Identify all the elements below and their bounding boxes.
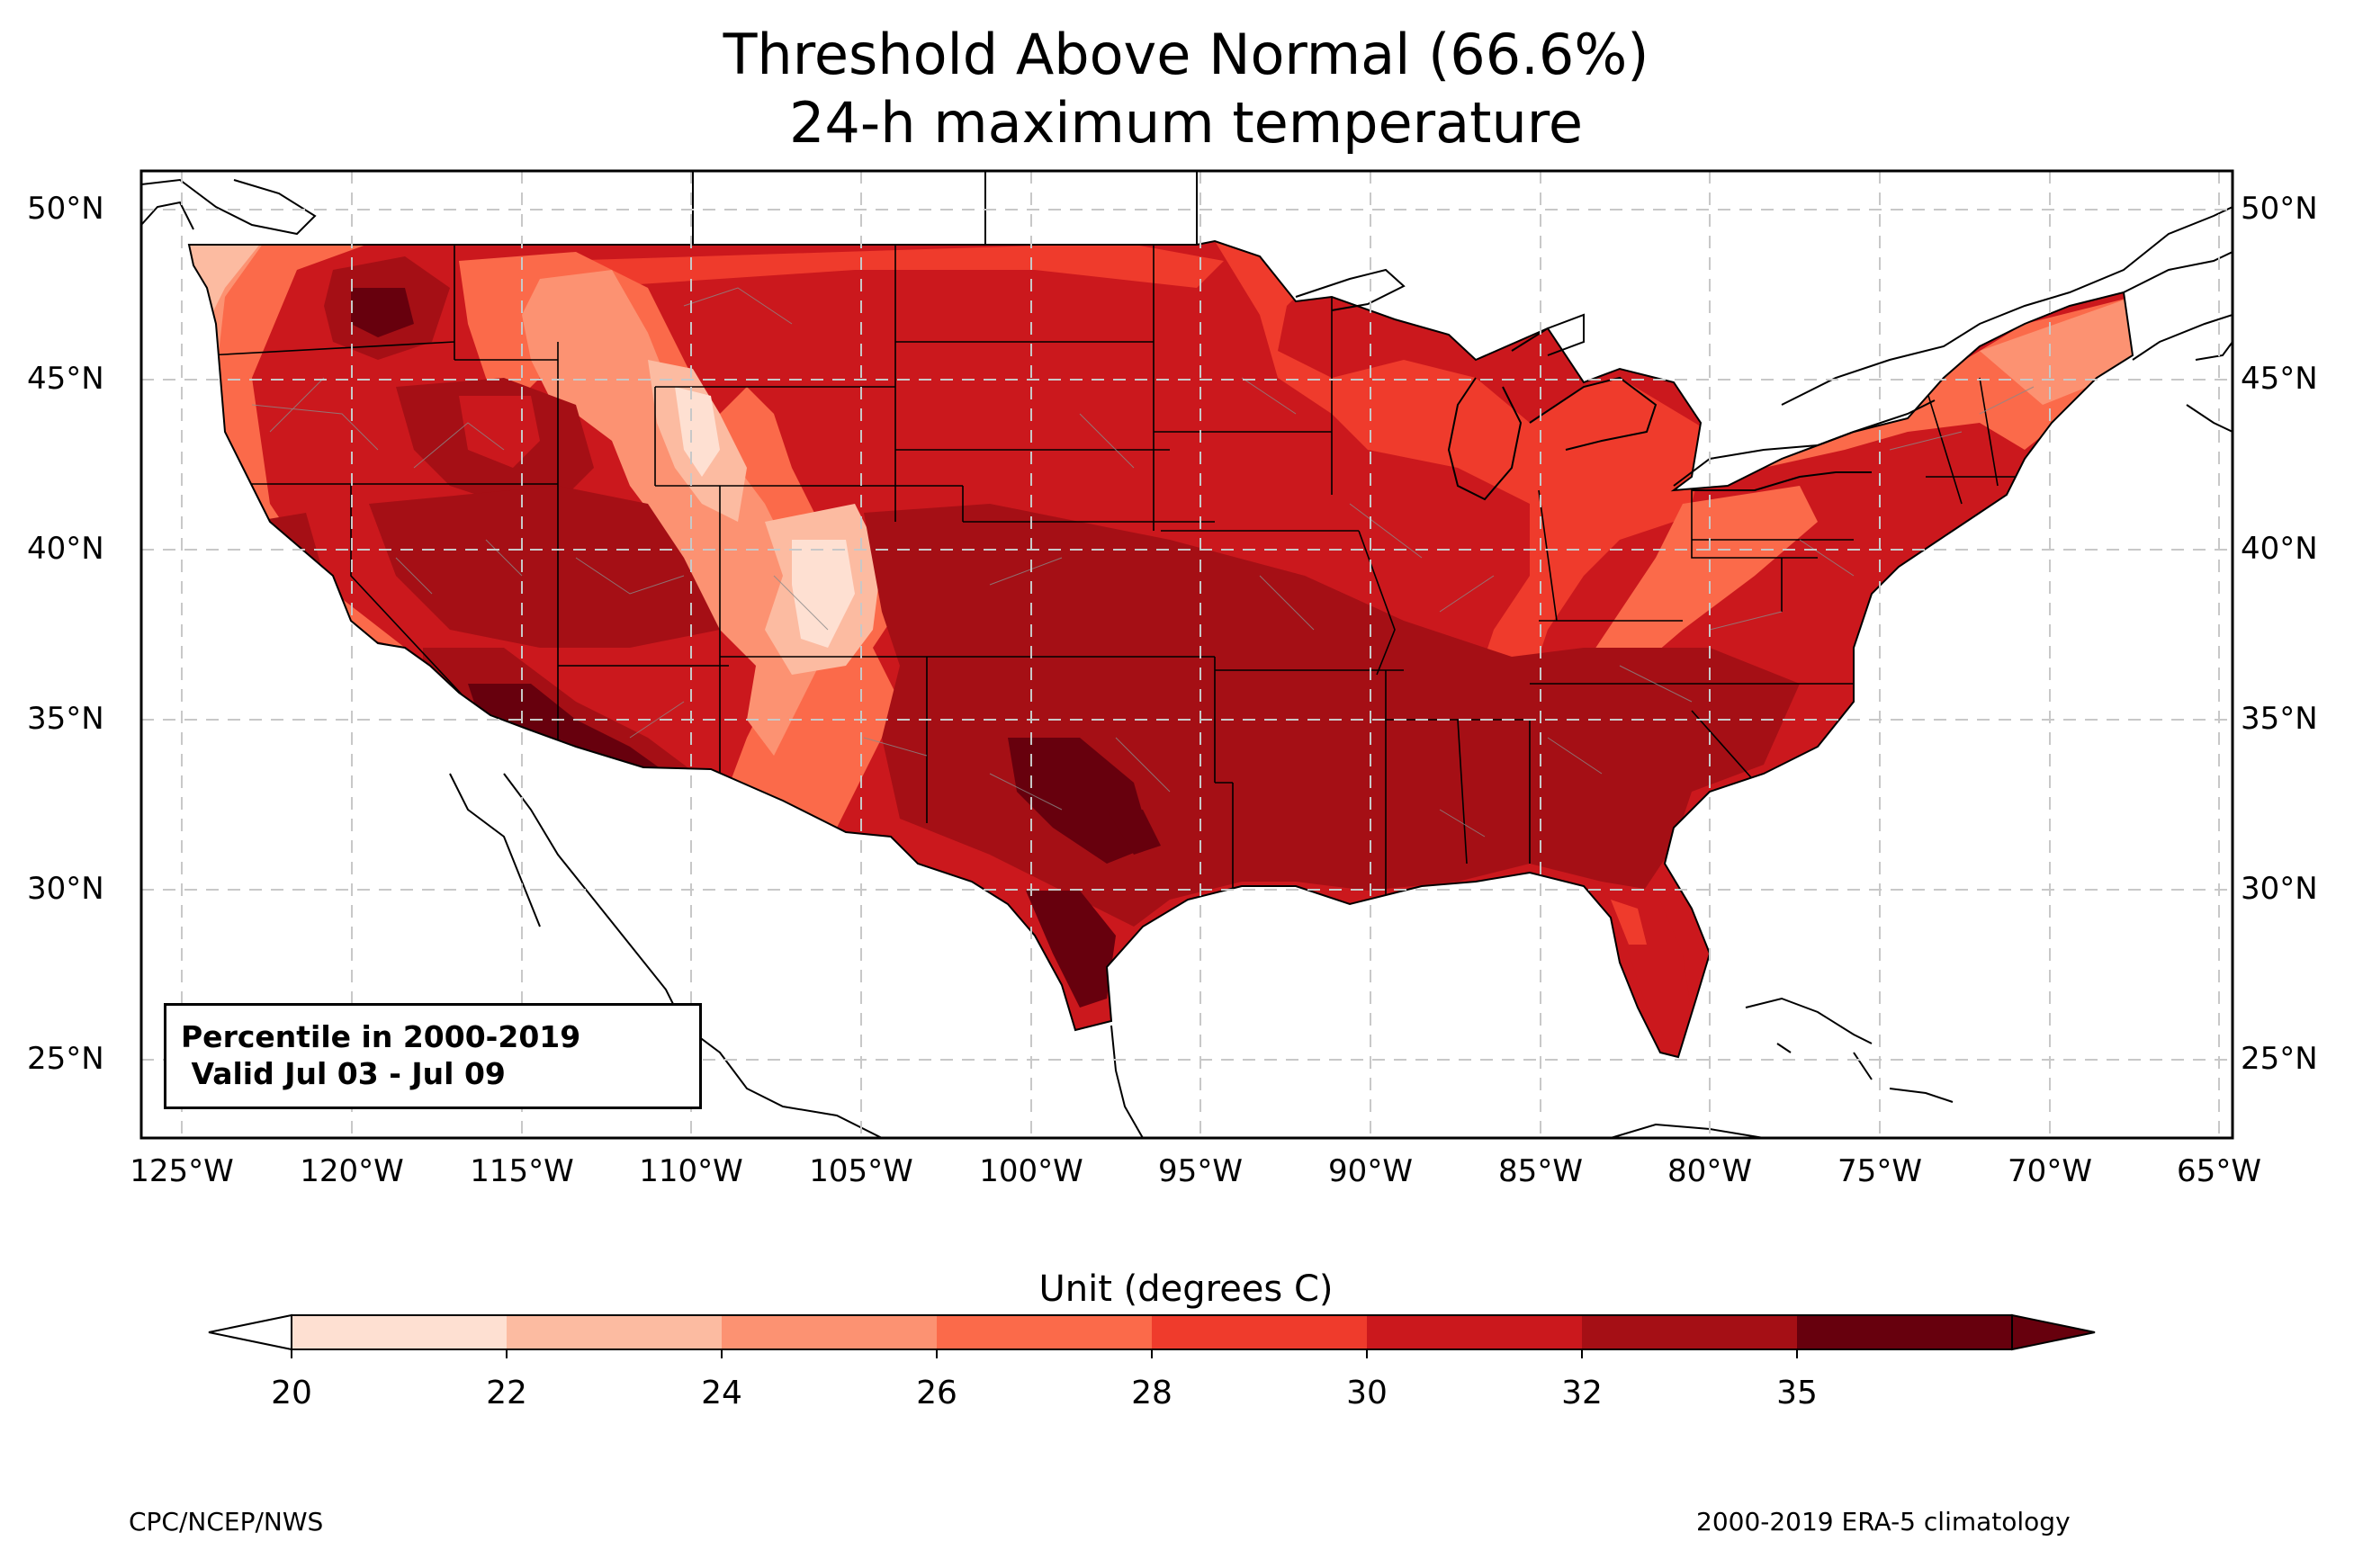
info-line-percentile: Percentile in 2000-2019 xyxy=(181,1019,581,1054)
lat-label-left: 30°N xyxy=(27,871,104,907)
lat-label-left: 50°N xyxy=(27,191,104,227)
lat-label-left: 25°N xyxy=(27,1041,104,1077)
lon-label: 80°W xyxy=(1667,1153,1752,1189)
lon-label: 90°W xyxy=(1328,1153,1413,1189)
lat-label-left: 40°N xyxy=(27,531,104,567)
colorbar-tick-label: 30 xyxy=(1346,1375,1388,1411)
lon-label: 105°W xyxy=(809,1153,913,1189)
lon-label: 70°W xyxy=(2008,1153,2092,1189)
colorbar-segment xyxy=(507,1315,723,1349)
lon-label: 125°W xyxy=(130,1153,234,1189)
colorbar-tick-label: 26 xyxy=(916,1375,957,1411)
state-boundaries xyxy=(206,243,2016,900)
colorbar-tick-label: 24 xyxy=(701,1375,742,1411)
lon-label: 120°W xyxy=(300,1153,404,1189)
lat-label-right: 30°N xyxy=(2241,871,2318,907)
climatology-note: 2000-2019 ERA-5 climatology xyxy=(1696,1507,2071,1537)
lon-label: 85°W xyxy=(1498,1153,1583,1189)
map-subtitle: 24-h maximum temperature xyxy=(788,90,1584,156)
colorbar-under-arrow xyxy=(208,1313,292,1351)
colorbar-tick-label: 28 xyxy=(1131,1375,1173,1411)
lon-label: 65°W xyxy=(2177,1153,2261,1189)
lat-label-right: 45°N xyxy=(2241,361,2318,397)
colorbar-segment xyxy=(1797,1315,2013,1349)
colorbar-segment xyxy=(937,1315,1153,1349)
source-credit: CPC/NCEP/NWS xyxy=(129,1507,324,1537)
lat-label-right: 35°N xyxy=(2241,701,2318,737)
lat-label-left: 45°N xyxy=(27,361,104,397)
map-title: Threshold Above Normal (66.6%) xyxy=(723,22,1649,87)
lat-label-right: 40°N xyxy=(2241,531,2318,567)
colorbar-over-arrow xyxy=(2011,1313,2096,1351)
lon-label: 110°W xyxy=(639,1153,743,1189)
colorbar-segment xyxy=(292,1315,508,1349)
map-frame xyxy=(139,169,2234,1140)
colorbar-segment xyxy=(1152,1315,1368,1349)
validity-info-box: Percentile in 2000-2019 Valid Jul 03 - J… xyxy=(164,1003,702,1109)
info-line-valid-dates: Valid Jul 03 - Jul 09 xyxy=(181,1056,506,1091)
county-lines xyxy=(251,287,2035,838)
lat-label-right: 25°N xyxy=(2241,1041,2318,1077)
lon-label: 75°W xyxy=(1837,1153,1922,1189)
lon-label: 115°W xyxy=(470,1153,574,1189)
colorbar-tick-label: 35 xyxy=(1776,1375,1818,1411)
colorbar-tick-label: 32 xyxy=(1561,1375,1603,1411)
colorbar-tick-label: 22 xyxy=(486,1375,527,1411)
colorbar-title: Unit (degrees C) xyxy=(1038,1268,1334,1310)
colorbar-segment xyxy=(1582,1315,1798,1349)
lon-label: 95°W xyxy=(1158,1153,1243,1189)
lon-label: 100°W xyxy=(979,1153,1083,1189)
lat-label-right: 50°N xyxy=(2241,191,2318,227)
colorbar-segment xyxy=(722,1315,938,1349)
lat-label-left: 35°N xyxy=(27,701,104,737)
colorbar-tick-label: 20 xyxy=(271,1375,312,1411)
country-outline xyxy=(187,171,2134,1059)
colorbar-segment xyxy=(1367,1315,1583,1349)
